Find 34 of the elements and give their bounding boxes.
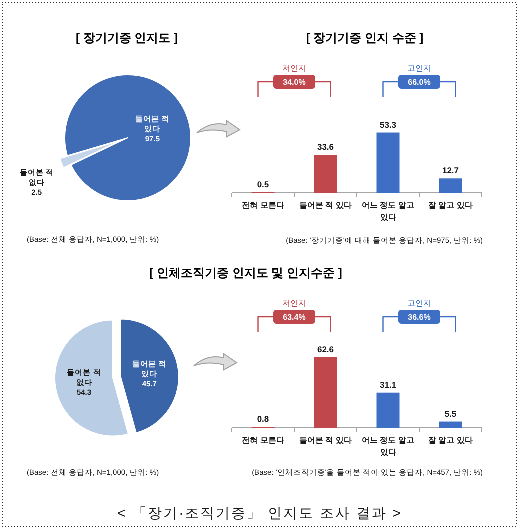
bar	[314, 155, 338, 193]
data-label: 12.7	[442, 166, 460, 176]
bar	[376, 392, 400, 428]
text: 66.0%	[408, 78, 431, 87]
x-tick-label: 잘 알고 있다	[428, 201, 473, 210]
data-label: 5.5	[444, 408, 457, 419]
x-tick-label: 전혀 모른다	[242, 436, 284, 445]
chart-title: [ 장기기증 인지 수준 ]	[306, 31, 424, 45]
text: 고인지	[408, 299, 432, 308]
data-label: 33.6	[317, 142, 334, 152]
x-tick-label: 어느 정도 알고 있다	[362, 201, 414, 222]
x-tick-label: 어느 정도 알고 있다	[362, 436, 414, 457]
bar	[314, 357, 338, 428]
data-label: 0.8	[257, 414, 270, 424]
text: < 「장기·조직기증」 인지도 조사 결과 >	[118, 505, 402, 521]
data-label: 62.6	[317, 344, 334, 354]
data-label: 31.1	[380, 380, 397, 390]
x-tick-label: 들어본 적 있다	[300, 201, 352, 210]
x-tick-label: 들어본 적 있다	[300, 436, 352, 445]
text: 63.4%	[283, 313, 306, 322]
text: 저인지	[282, 299, 306, 308]
text: 저인지	[282, 64, 306, 73]
x-tick-label: 전혀 모른다	[242, 201, 284, 210]
text: 34.0%	[283, 78, 306, 87]
data-label: 53.3	[380, 120, 397, 130]
bar	[439, 178, 462, 193]
data-label: 0.5	[257, 179, 270, 190]
x-tick-label: 잘 알고 있다	[428, 436, 473, 445]
text: 36.6%	[408, 313, 431, 322]
text: [ 인체조직기증 인지도 및 인지수준 ]	[150, 266, 342, 280]
bar	[376, 132, 400, 193]
bar	[439, 422, 462, 428]
text: 고인지	[408, 64, 432, 73]
chart-title: [ 장기기증 인지도 ]	[76, 31, 178, 45]
